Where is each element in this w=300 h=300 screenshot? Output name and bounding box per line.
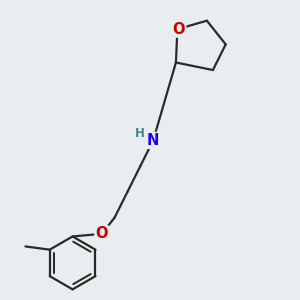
Text: N: N (147, 133, 159, 148)
Text: O: O (95, 226, 108, 242)
Text: H: H (135, 127, 145, 140)
Text: O: O (173, 22, 185, 37)
